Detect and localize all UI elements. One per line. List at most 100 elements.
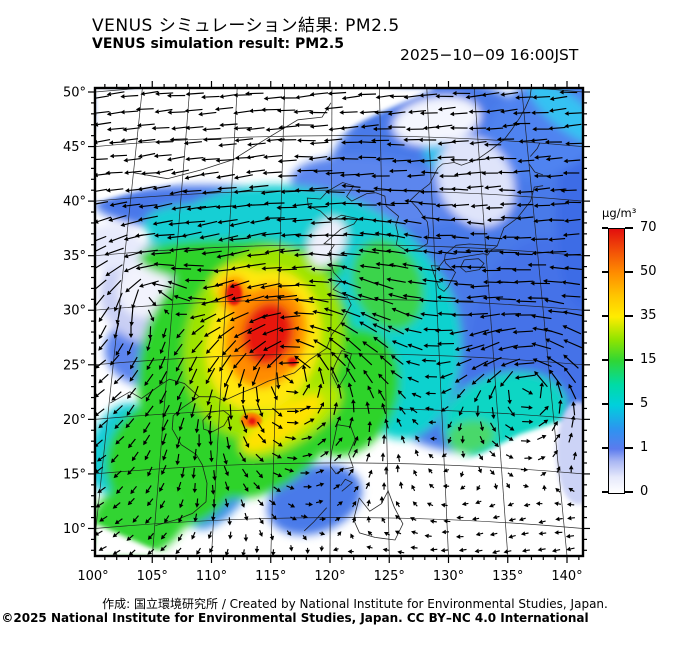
wind-arrow: [475, 531, 484, 537]
wind-arrow: [115, 343, 124, 356]
wind-arrow: [555, 516, 563, 522]
wind-arrow: [111, 391, 122, 401]
wind-arrow: [387, 124, 406, 130]
wind-arrow: [341, 201, 361, 206]
wind-arrow: [342, 232, 364, 237]
wind-arrow: [423, 235, 442, 240]
wind-arrow: [276, 217, 297, 222]
wind-arrow: [123, 262, 143, 273]
wind-arrow: [390, 201, 409, 206]
wind-arrow: [486, 217, 505, 223]
wind-arrow: [300, 514, 308, 519]
wind-arrow: [110, 454, 119, 463]
wind-arrow: [296, 168, 316, 173]
wind-arrow: [412, 501, 418, 507]
x-tick-label: 135°: [492, 569, 523, 584]
wind-arrow: [120, 138, 139, 143]
wind-arrow: [323, 307, 344, 316]
wind-arrow: [357, 202, 377, 208]
wind-arrow: [120, 94, 139, 99]
wind-arrow: [231, 294, 252, 301]
wind-arrow: [520, 438, 531, 444]
wind-arrow: [386, 277, 406, 283]
wind-arrow: [561, 280, 580, 286]
colorbar-tick: [624, 491, 633, 493]
wind-arrow: [386, 142, 405, 147]
wind-arrow: [556, 380, 563, 398]
wind-arrow: [543, 278, 563, 284]
colorbar-gradient: [608, 228, 625, 494]
wind-arrow: [277, 283, 298, 289]
wind-arrow: [280, 315, 301, 320]
wind-arrow: [481, 92, 500, 97]
wind-arrow: [355, 172, 374, 178]
wind-arrow: [271, 421, 283, 429]
wind-arrow: [154, 233, 175, 238]
wind-arrow: [374, 110, 393, 115]
wind-arrow: [228, 237, 250, 242]
wind-arrow: [426, 502, 434, 507]
wind-arrow: [162, 328, 167, 339]
wind-arrow: [424, 406, 434, 411]
wind-arrow: [193, 513, 198, 523]
wind-arrow: [271, 549, 276, 556]
wind-arrow: [184, 220, 206, 225]
wind-arrow: [451, 264, 470, 269]
wind-arrow: [484, 235, 503, 240]
wind-arrow: [323, 138, 343, 143]
wind-arrow: [437, 155, 455, 160]
wind-arrow: [219, 122, 238, 128]
wind-arrow: [454, 298, 474, 304]
wind-arrow: [115, 435, 125, 445]
page-title-japanese: VENUS シミュレーション結果: PM2.5: [92, 16, 400, 36]
wind-arrow: [294, 355, 311, 369]
wind-arrow: [480, 341, 500, 351]
wind-arrow: [351, 399, 356, 413]
wind-arrow: [496, 279, 517, 285]
wind-arrow: [257, 499, 264, 507]
wind-arrow: [183, 140, 202, 146]
wind-arrow: [137, 152, 156, 159]
wind-arrow: [147, 466, 153, 477]
wind-arrow: [127, 387, 137, 399]
wind-arrow: [407, 343, 423, 351]
wind-arrow: [553, 433, 561, 443]
wind-arrow: [424, 374, 438, 379]
wind-arrow: [347, 382, 354, 398]
wind-arrow: [207, 356, 220, 373]
wind-arrow: [437, 341, 455, 347]
wind-arrow: [391, 340, 408, 348]
wind-arrow: [441, 452, 447, 458]
wind-arrow: [147, 498, 154, 507]
wind-arrow: [435, 266, 455, 272]
wind-arrow: [263, 154, 283, 160]
wind-arrow: [485, 155, 503, 161]
wind-arrow: [546, 174, 564, 179]
wind-arrow: [365, 401, 370, 414]
wind-arrow: [505, 482, 510, 489]
wind-arrow: [404, 312, 423, 320]
wind-arrow: [317, 383, 323, 398]
wind-arrow: [429, 519, 437, 524]
wind-arrow: [365, 481, 370, 490]
wind-arrow: [524, 455, 533, 461]
wind-arrow: [269, 533, 275, 541]
wind-arrow: [403, 248, 423, 253]
wind-arrow: [520, 531, 529, 536]
wind-arrow: [162, 449, 168, 461]
wind-arrow: [171, 205, 191, 211]
wind-arrow: [353, 485, 359, 493]
wind-arrow: [302, 452, 313, 458]
wind-arrow: [440, 406, 449, 412]
wind-arrow: [542, 484, 547, 491]
wind-arrow: [340, 125, 359, 131]
wind-arrow: [98, 306, 110, 323]
wind-arrow: [520, 467, 529, 472]
wind-arrow: [532, 358, 552, 368]
wind-arrow: [301, 435, 313, 441]
wind-arrow: [152, 185, 171, 191]
wind-arrow: [505, 424, 515, 431]
wind-arrow: [194, 498, 200, 508]
wind-arrow: [564, 123, 582, 129]
wind-arrow: [264, 215, 285, 221]
